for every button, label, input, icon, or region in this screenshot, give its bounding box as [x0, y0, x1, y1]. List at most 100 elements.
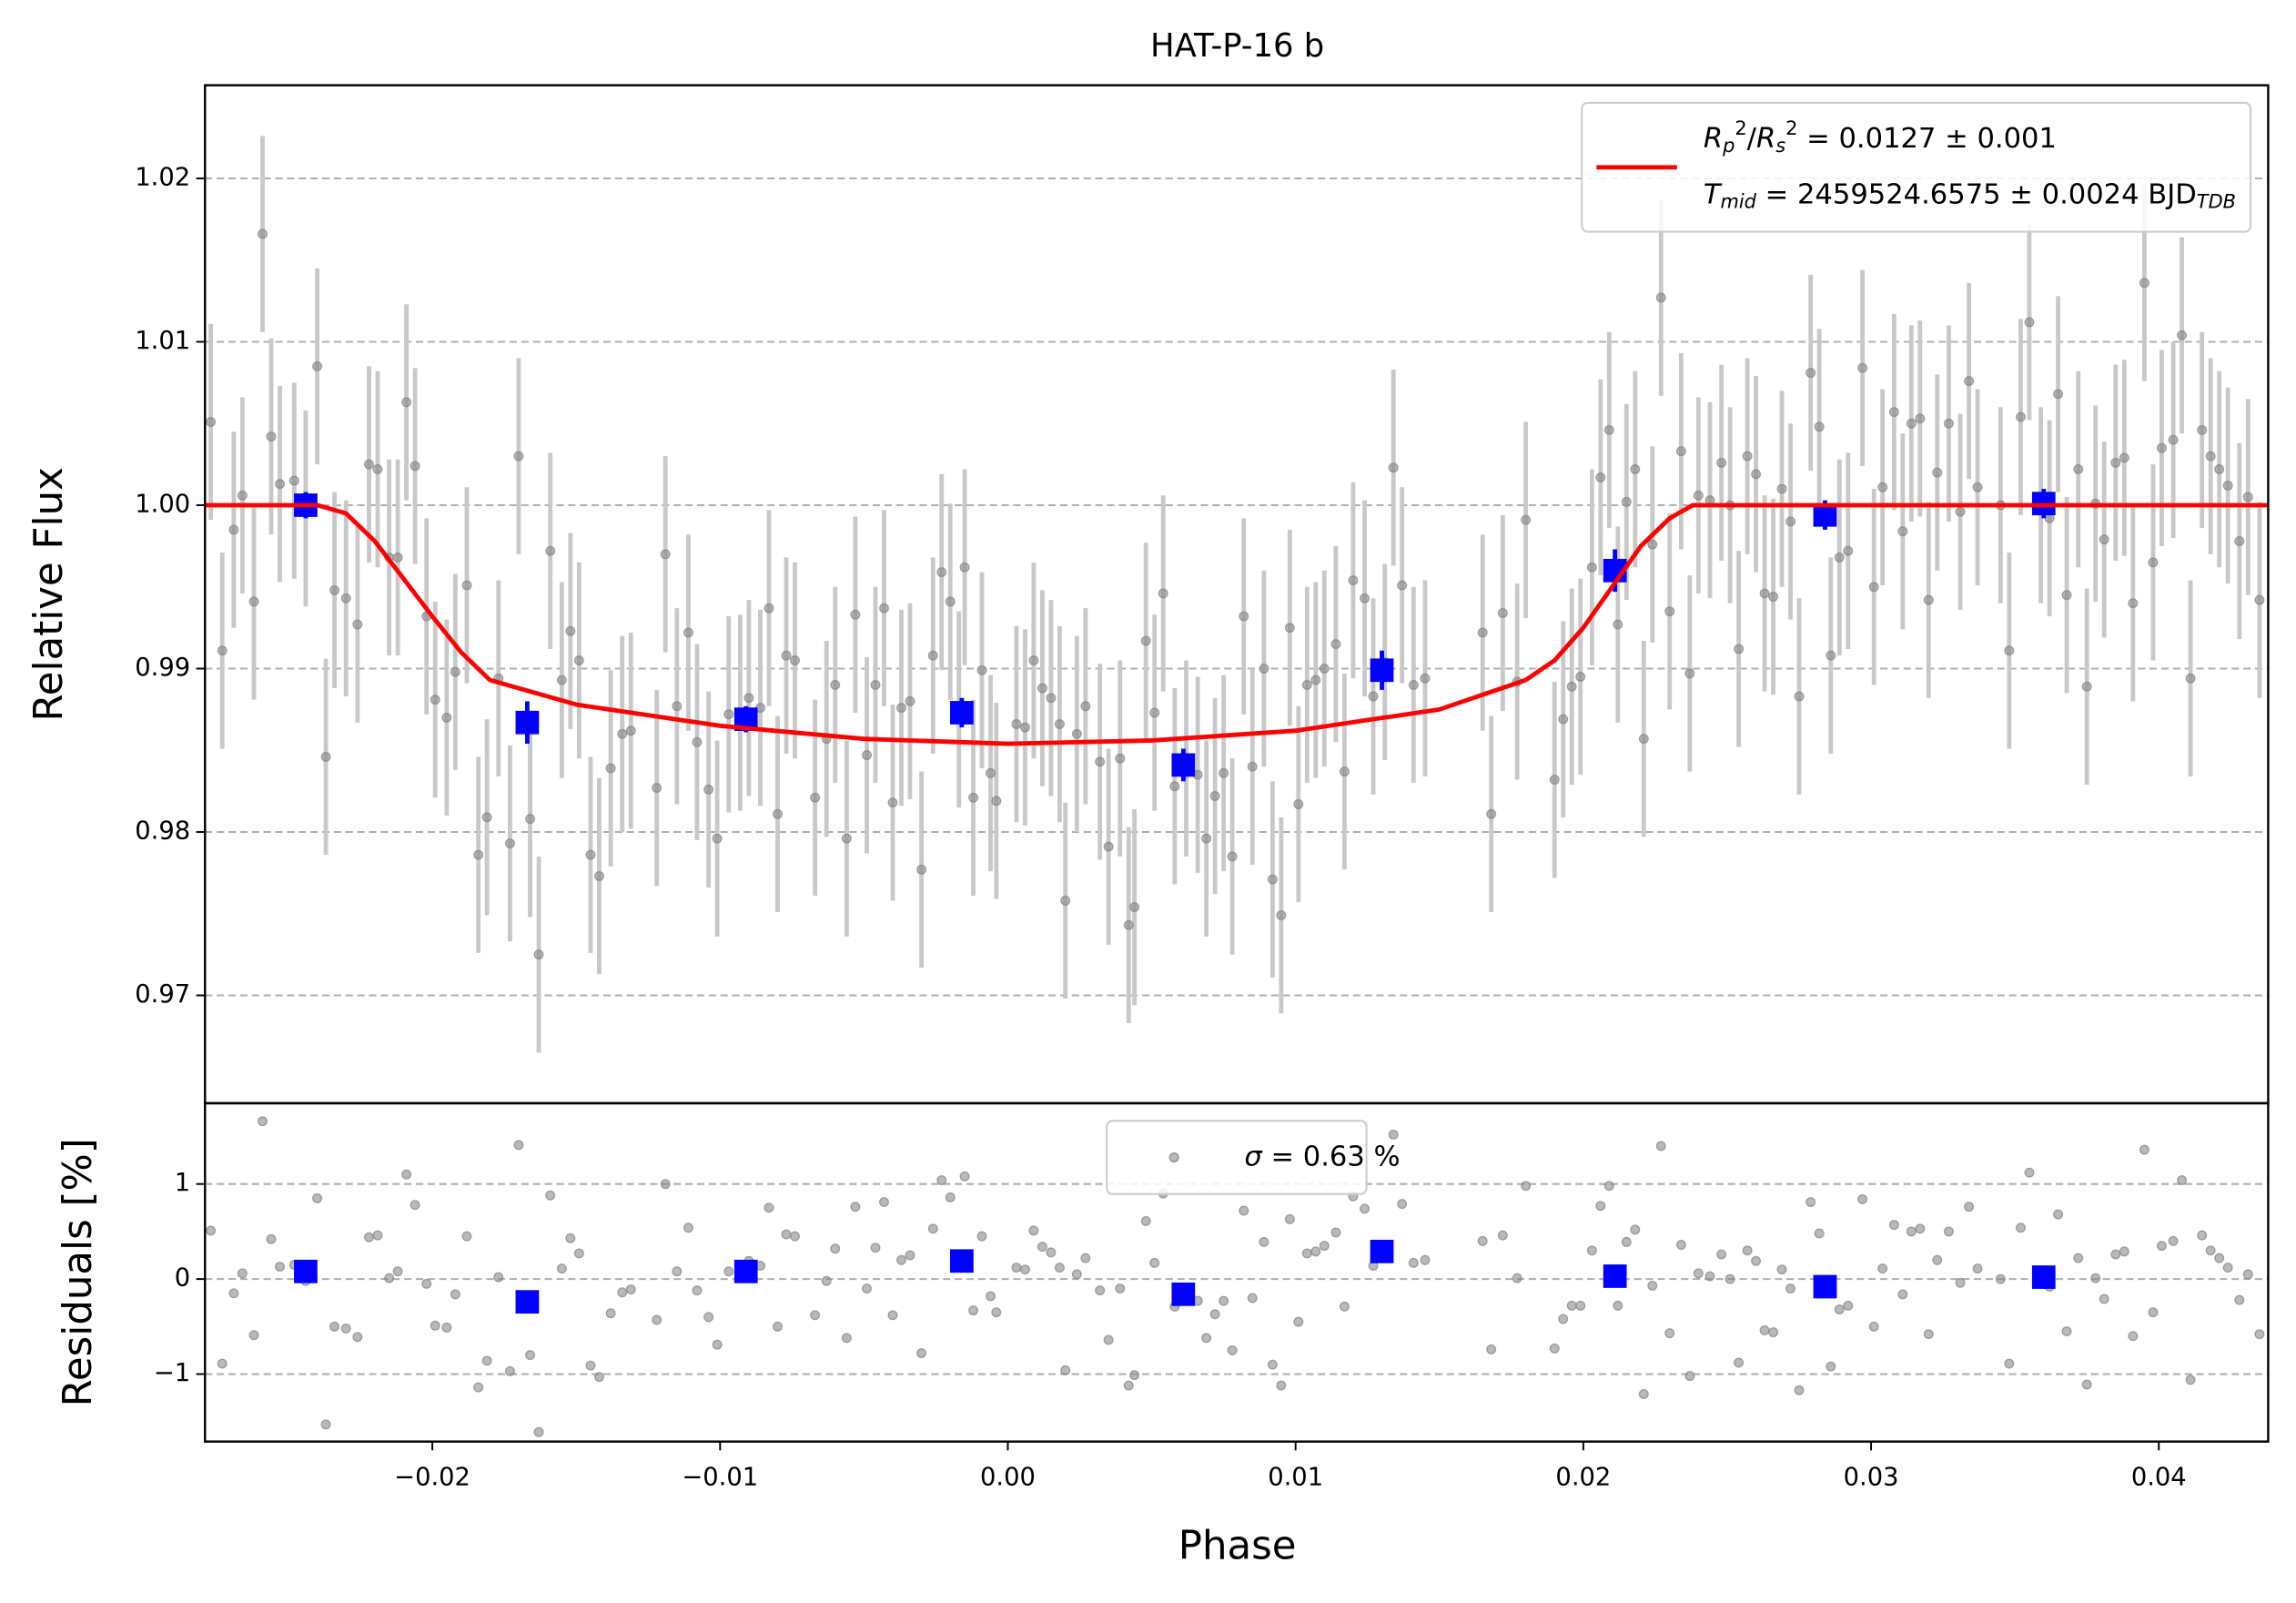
data-point: [1129, 902, 1140, 913]
data-point: [1080, 701, 1091, 712]
data-point: [441, 712, 452, 723]
data-point: [660, 1179, 671, 1190]
data-point: [565, 625, 576, 636]
legend-box: [1106, 1120, 1368, 1195]
data-point: [1742, 1245, 1753, 1256]
data-point: [1227, 851, 1238, 862]
data-point: [1759, 1325, 1770, 1335]
binned-point: [1171, 1282, 1196, 1306]
data-point: [692, 1285, 703, 1296]
data-point: [1684, 1371, 1695, 1382]
data-point: [364, 1232, 374, 1243]
data-point: [1558, 714, 1569, 725]
data-point: [525, 814, 536, 825]
data-point: [1267, 874, 1278, 885]
data-point: [441, 1322, 452, 1333]
x-tick-label: 0.04: [2131, 1463, 2187, 1491]
data-point: [1647, 1280, 1658, 1291]
data-point: [672, 1266, 683, 1277]
data-point: [810, 792, 821, 803]
data-point: [2234, 536, 2245, 546]
data-point: [605, 763, 616, 774]
data-point: [810, 1310, 821, 1321]
legend-text: 2: [1735, 117, 1746, 139]
data-point: [237, 490, 248, 501]
data-point: [2222, 480, 2233, 491]
binned-point: [515, 710, 540, 735]
binned-point: [2031, 1265, 2056, 1289]
data-point: [1704, 1271, 1715, 1282]
legend-marker: [1168, 1152, 1179, 1163]
data-point: [372, 464, 383, 474]
data-point: [1834, 1304, 1845, 1315]
data-point: [1664, 1328, 1675, 1339]
data-point: [320, 1419, 331, 1430]
data-point: [1497, 1230, 1508, 1241]
data-point: [340, 593, 351, 604]
data-point: [421, 1278, 432, 1289]
data-point: [533, 1426, 544, 1437]
data-point: [504, 838, 515, 849]
data-point: [1834, 552, 1845, 563]
legend-text: mid: [1720, 190, 1756, 212]
data-point: [1158, 588, 1168, 599]
data-point: [1868, 1321, 1879, 1332]
data-point: [2205, 451, 2216, 462]
data-point: [850, 609, 861, 620]
x-axis-label: Phase: [1178, 1524, 1297, 1569]
data-point: [2254, 594, 2265, 605]
data-point: [1857, 362, 1868, 373]
data-point: [905, 1250, 915, 1261]
data-point: [1028, 1225, 1039, 1236]
data-point: [513, 1140, 524, 1151]
x-tick-label: −0.01: [682, 1463, 758, 1491]
data-point: [1054, 1263, 1065, 1273]
data-point: [652, 1314, 663, 1325]
data-point: [1566, 1300, 1577, 1311]
data-point: [790, 1231, 800, 1242]
data-point: [1897, 1289, 1908, 1300]
binned-point: [294, 1259, 318, 1283]
data-point: [2197, 424, 2208, 435]
data-point: [1613, 1300, 1623, 1311]
data-point: [1943, 1226, 1954, 1237]
data-point: [1019, 722, 1030, 733]
data-point: [1972, 1263, 1983, 1274]
data-point: [2185, 1375, 2196, 1385]
data-point: [206, 1225, 217, 1236]
data-point: [1046, 693, 1057, 704]
data-point: [1638, 1388, 1649, 1399]
y-tick-label: 0.97: [135, 980, 190, 1009]
y-tick-label: 1: [175, 1169, 190, 1197]
data-point: [533, 949, 544, 960]
data-point: [1486, 808, 1497, 819]
data-point: [430, 1320, 440, 1331]
data-point: [916, 864, 927, 875]
data-point: [364, 459, 374, 470]
binned-point: [1171, 753, 1196, 777]
data-point: [473, 1382, 484, 1393]
data-point: [1319, 664, 1330, 674]
legend-text: R: [1704, 123, 1723, 155]
data-point: [2110, 1249, 2121, 1260]
data-point: [870, 1243, 881, 1253]
data-point: [1037, 683, 1047, 694]
data-point: [1915, 1223, 1926, 1234]
data-point: [1276, 1380, 1287, 1391]
data-point: [1906, 418, 1917, 429]
data-point: [1995, 1273, 2006, 1284]
data-point: [1054, 719, 1065, 729]
data-point: [2214, 464, 2225, 474]
binned-point: [1813, 1274, 1837, 1299]
data-point: [1675, 446, 1686, 457]
data-point: [2214, 1253, 2225, 1263]
data-point: [1169, 781, 1180, 792]
data-point: [1943, 418, 1954, 429]
data-point: [870, 679, 881, 690]
data-point: [1716, 1249, 1727, 1260]
data-point: [1123, 919, 1134, 930]
data-point: [2139, 278, 2149, 289]
data-point: [1497, 607, 1508, 618]
data-point: [352, 619, 363, 630]
